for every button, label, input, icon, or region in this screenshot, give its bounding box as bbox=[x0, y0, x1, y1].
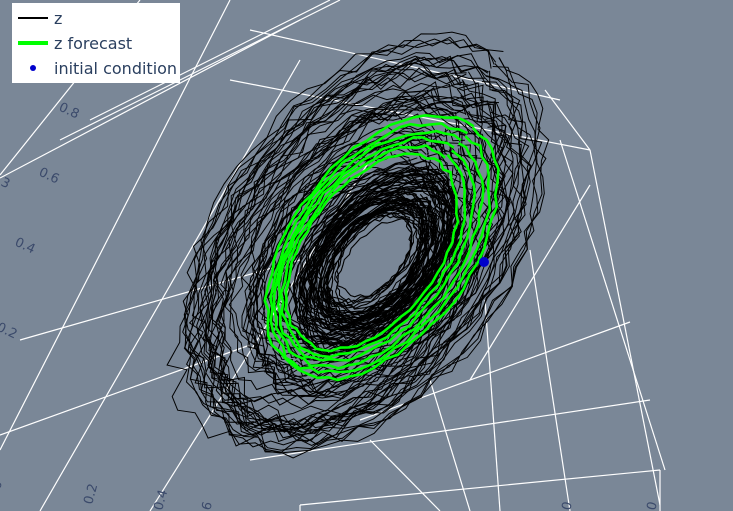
trace-z-forecast-segment bbox=[263, 113, 500, 382]
legend-item-z-forecast[interactable]: z forecast bbox=[18, 32, 132, 54]
tick-label: 0 bbox=[0, 479, 6, 491]
trace-z-segment bbox=[335, 217, 428, 310]
trace-z-segment bbox=[187, 56, 513, 439]
trace-z-segment bbox=[302, 191, 440, 330]
trace-z-segment bbox=[196, 52, 536, 432]
grid-line bbox=[39, 59, 301, 511]
trace-z-segment bbox=[300, 198, 437, 337]
trace-z-segment bbox=[252, 96, 497, 398]
grid-line bbox=[369, 439, 441, 511]
trace-z-segment bbox=[229, 87, 514, 396]
trace-z-forecast-segment bbox=[269, 122, 492, 374]
trace-z-segment bbox=[317, 210, 413, 308]
initial-condition-marker bbox=[479, 257, 489, 267]
tick-labels: 0.80.60.40.20.2 0.430 006 bbox=[0, 100, 661, 511]
trace-z-segment bbox=[228, 103, 489, 378]
legend-label: initial condition bbox=[54, 58, 178, 78]
tick-label: 0.2 bbox=[81, 482, 101, 506]
legend-line-icon bbox=[18, 41, 48, 45]
tick-label: 0 bbox=[644, 500, 661, 511]
tick-label: 0.6 bbox=[36, 165, 61, 187]
grid-line bbox=[529, 249, 571, 511]
trace-z-segment bbox=[336, 202, 423, 298]
grid-line bbox=[429, 379, 471, 511]
tick-label: 0.4 bbox=[151, 488, 171, 511]
grid-line bbox=[89, 0, 331, 121]
legend-item-z[interactable]: z bbox=[18, 7, 62, 29]
legend-label: z forecast bbox=[54, 33, 133, 53]
trace-z-forecast-segment bbox=[284, 152, 460, 353]
grid-line bbox=[559, 139, 666, 471]
legend-line-icon bbox=[18, 17, 48, 19]
traces bbox=[166, 31, 550, 459]
trace-z-segment bbox=[288, 175, 450, 339]
tick-label: 6 bbox=[199, 500, 216, 511]
tick-label: 0.4 bbox=[12, 235, 37, 257]
trace-z-segment bbox=[218, 67, 510, 443]
legend-label: z bbox=[54, 8, 63, 28]
trace-z-segment bbox=[314, 186, 445, 324]
grid-line bbox=[0, 0, 231, 451]
trace-z-segment bbox=[166, 88, 523, 453]
tick-label: 0 bbox=[559, 500, 576, 511]
trace-z-segment bbox=[199, 57, 528, 437]
trace-z-segment bbox=[252, 128, 490, 394]
tick-label: 0.8 bbox=[56, 100, 81, 122]
grid-line bbox=[229, 79, 591, 151]
legend-item-initial-condition[interactable]: initial condition bbox=[18, 57, 177, 79]
grid-line bbox=[484, 299, 501, 511]
trace-z-segment bbox=[310, 206, 425, 322]
grid-line bbox=[59, 0, 341, 141]
grid-line bbox=[299, 469, 661, 506]
trace-z-segment bbox=[183, 39, 545, 448]
tick-label: 0.2 bbox=[0, 320, 19, 342]
legend-marker-icon bbox=[18, 65, 48, 71]
grid-line bbox=[0, 344, 251, 436]
trace-z-segment bbox=[219, 102, 499, 429]
trace-z-segment bbox=[202, 61, 514, 442]
grid-line bbox=[544, 89, 591, 151]
trace-z-segment bbox=[204, 58, 532, 433]
legend: z z forecast initial condition bbox=[12, 3, 180, 83]
grid-line bbox=[0, 19, 301, 179]
grid-line bbox=[589, 149, 661, 506]
grid-line bbox=[469, 184, 591, 381]
trace-z-forecast-segment bbox=[276, 136, 477, 362]
grid-line bbox=[249, 399, 651, 461]
trace-z-forecast-segment bbox=[272, 129, 485, 370]
trace-z-forecast-segment bbox=[279, 144, 467, 359]
trace-z-segment bbox=[183, 36, 547, 451]
